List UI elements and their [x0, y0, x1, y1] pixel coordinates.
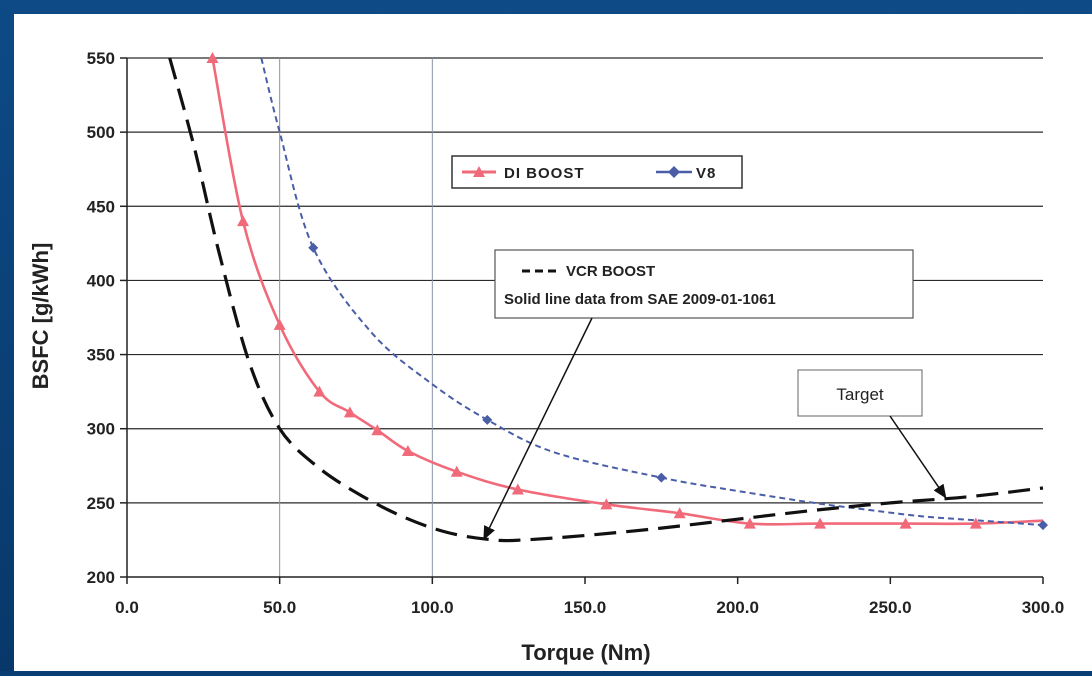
bsfc-chart: 200 250 300 350 400 450 500 550 0.0 50.0 100.0 150…	[28, 49, 1064, 665]
data-point-v8	[308, 242, 319, 253]
y-tick-label: 200	[87, 568, 115, 587]
chart-panel: 200 250 300 350 400 450 500 550 0.0 50.0 100.0 150…	[14, 14, 1092, 671]
legend: DI BOOST V8	[451, 155, 743, 189]
data-point-di-boost	[343, 406, 356, 418]
data-point-di-boost	[313, 385, 326, 397]
target-annotation: Target	[797, 369, 923, 417]
vcr-annotation-box	[494, 249, 914, 319]
vcr-annotation-line2: Solid line data from SAE 2009-01-1061	[504, 291, 776, 308]
vcr-annotation-arrow	[483, 317, 593, 541]
x-axis-ticks: 0.0 50.0 100.0 150.0 200.0 250.0 300.0	[115, 577, 1064, 617]
data-point-v8	[1038, 520, 1048, 531]
target-annotation-arrow	[889, 415, 947, 499]
data-point-di-boost	[673, 507, 686, 519]
vcr-annotation-line1: VCR BOOST	[566, 263, 655, 280]
legend-marker-v8	[668, 166, 680, 178]
data-point-di-boost	[401, 444, 414, 456]
series-line-vcr-boost	[168, 57, 1044, 543]
data-point-di-boost	[814, 517, 827, 529]
target-annotation-label: Target	[836, 385, 884, 404]
x-tick-label: 250.0	[869, 598, 912, 617]
y-axis-ticks: 200 250 300 350 400 450 500 550	[87, 49, 127, 587]
legend-box	[451, 155, 743, 189]
data-point-di-boost	[511, 483, 524, 495]
x-tick-label: 200.0	[716, 598, 759, 617]
y-tick-label: 550	[87, 49, 115, 68]
data-point-di-boost	[371, 424, 384, 436]
data-point-di-boost	[273, 318, 286, 330]
series-layer	[168, 52, 1048, 543]
y-tick-label: 500	[87, 123, 115, 142]
y-tick-label: 250	[87, 494, 115, 513]
data-point-di-boost	[899, 517, 912, 529]
data-point-di-boost	[237, 215, 250, 227]
legend-marker-di-boost	[473, 166, 485, 177]
legend-label-di-boost: DI BOOST	[504, 165, 585, 182]
data-point-di-boost	[969, 517, 982, 529]
y-tick-label: 400	[87, 271, 115, 290]
x-tick-label: 50.0	[263, 598, 296, 617]
y-tick-label: 350	[87, 346, 115, 365]
x-tick-label: 150.0	[564, 598, 607, 617]
y-tick-label: 300	[87, 420, 115, 439]
data-point-di-boost	[206, 52, 219, 63]
x-tick-label: 0.0	[115, 598, 139, 617]
data-point-di-boost	[600, 498, 613, 510]
grid	[127, 57, 1043, 577]
x-axis-title: Torque (Nm)	[521, 640, 650, 665]
data-point-di-boost	[743, 517, 756, 529]
legend-label-v8: V8	[696, 165, 716, 182]
x-tick-label: 100.0	[411, 598, 454, 617]
data-point-v8	[482, 414, 493, 425]
x-tick-label: 300.0	[1022, 598, 1065, 617]
target-annotation-box	[797, 369, 923, 417]
y-axis-title: BSFC [g/kWh]	[28, 243, 53, 390]
data-point-di-boost	[450, 465, 463, 477]
y-tick-label: 450	[87, 197, 115, 216]
vcr-annotation: VCR BOOST Solid line data from SAE 2009-…	[494, 249, 914, 319]
data-point-v8	[656, 472, 667, 483]
